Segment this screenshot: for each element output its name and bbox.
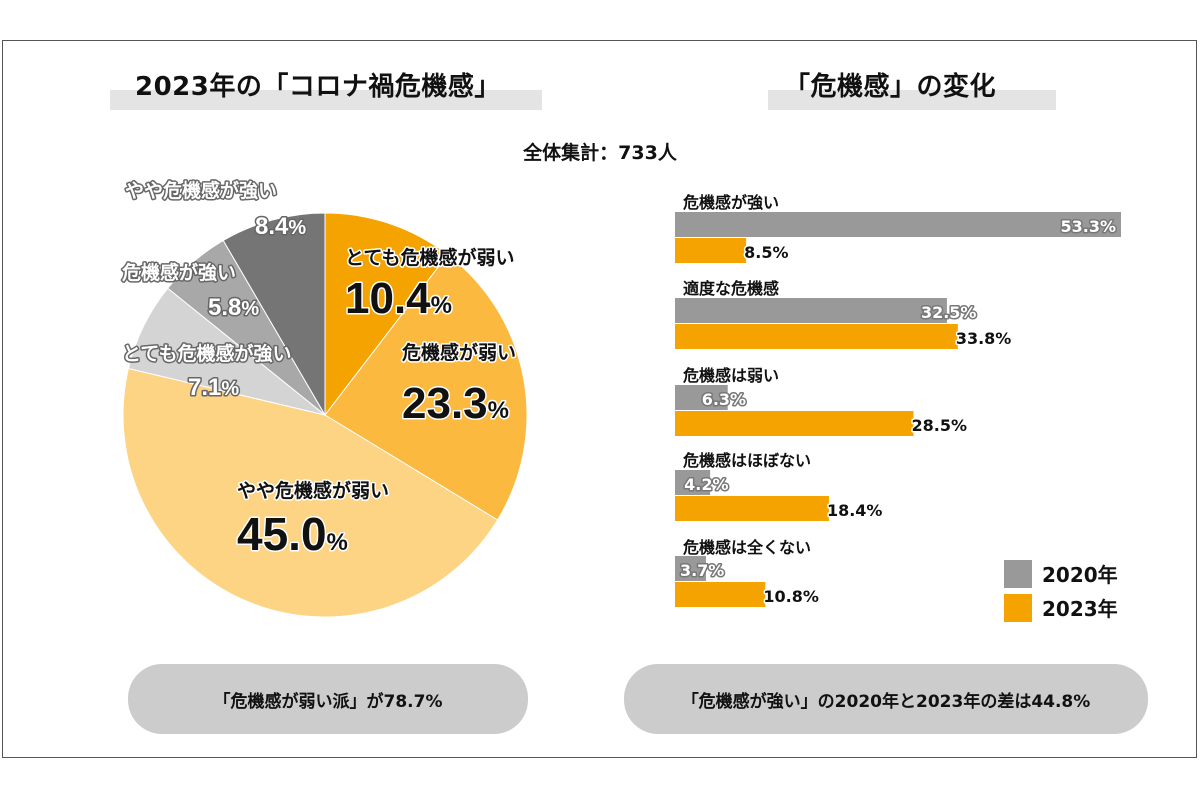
pie-slice-label: やや危機感が弱い — [237, 479, 389, 502]
bar-category-label: 適度な危機感 — [683, 279, 780, 298]
bar-value-label: 8.5% — [744, 243, 788, 262]
pie-slice-value: 23.3% — [402, 379, 509, 428]
chart-frame — [2, 40, 1197, 758]
pie-slice-label: とても危機感が弱い — [345, 246, 514, 269]
bar-value-label: 3.7% — [680, 561, 724, 580]
bar-value-label: 4.2% — [684, 475, 728, 494]
legend-item-2020: 2020年 — [1004, 559, 1118, 588]
left-summary-pill: 「危機感が弱い派」が78.7% — [128, 664, 528, 734]
bar-2023 — [675, 238, 747, 263]
right-title-background — [768, 90, 1056, 110]
bar-2023 — [675, 582, 766, 607]
bar-2020 — [675, 470, 711, 495]
bar-value-label: 53.3% — [1060, 217, 1116, 236]
bar-value-label: 6.3% — [702, 390, 746, 409]
pie-slice — [324, 253, 528, 521]
bar-value-label: 28.5% — [911, 416, 967, 435]
bar-2023 — [675, 411, 914, 436]
pie-slice — [122, 367, 499, 618]
total-count-subtitle: 全体集計：733人 — [523, 142, 677, 164]
pie-slice-label: 危機感が弱い — [402, 341, 516, 364]
bar-category-label: 危機感は全くない — [683, 538, 812, 557]
pie-slice-value: 7.1% — [188, 374, 239, 401]
bar-2020 — [675, 212, 1121, 237]
bar-value-label: 10.8% — [763, 587, 819, 606]
bar-value-label: 32.5% — [921, 303, 977, 322]
legend-item-2023: 2023年 — [1004, 593, 1118, 622]
pie-slice — [222, 212, 326, 417]
bar-chart-title: 「危機感」の変化 — [784, 72, 997, 102]
bar-2020 — [675, 556, 706, 581]
pie-slice-value: 5.8% — [208, 294, 259, 321]
pie-slice-label: とても危機感が強い — [122, 342, 291, 365]
right-summary-pill: 「危機感が強い」の2020年と2023年の差は44.8% — [624, 664, 1148, 734]
legend-label-2023: 2023年 — [1042, 597, 1118, 621]
pie-chart-title: 2023年の「コロナ禍危機感」 — [135, 72, 501, 102]
pie-slice-value: 45.0% — [237, 508, 348, 560]
bar-category-label: 危機感が強い — [683, 193, 780, 212]
pie-slice-value: 8.4% — [255, 213, 306, 240]
bar-2020 — [675, 298, 947, 323]
left-title-background — [110, 90, 542, 110]
legend-label-2020: 2020年 — [1042, 563, 1118, 587]
pie-slice-label: やや危機感が強い — [125, 179, 277, 202]
bar-category-label: 危機感はほぼない — [683, 451, 812, 470]
bar-category-label: 危機感は弱い — [683, 366, 780, 385]
pie-slice — [324, 212, 449, 417]
legend-swatch-2020 — [1004, 559, 1032, 588]
bar-2020 — [675, 385, 728, 410]
pie-slice-label: 危機感が強い — [122, 261, 236, 284]
bar-value-label: 33.8% — [956, 329, 1012, 348]
bar-2023 — [675, 324, 958, 349]
legend-swatch-2023 — [1004, 593, 1032, 622]
bar-value-label: 18.4% — [827, 501, 883, 520]
pie-slice-value: 10.4% — [345, 274, 452, 323]
bar-2023 — [675, 496, 829, 521]
